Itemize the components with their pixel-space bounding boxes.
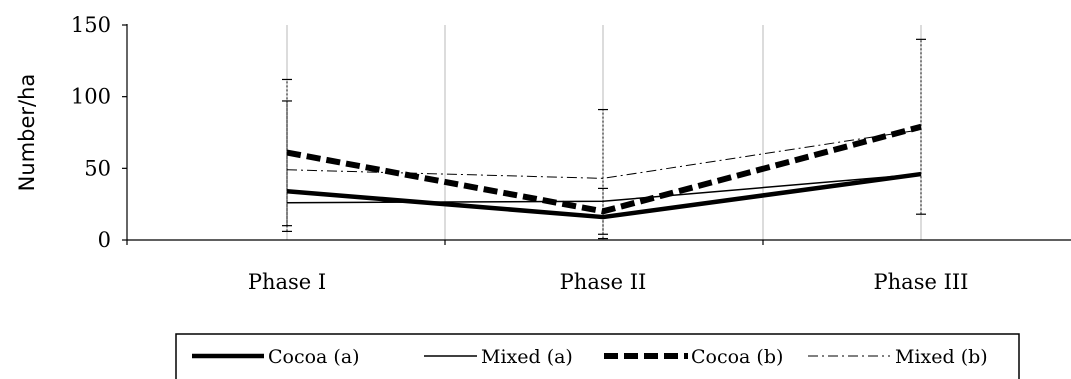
y-tick-label: 150 xyxy=(71,13,111,37)
legend-label: Mixed (b) xyxy=(895,346,988,368)
error-bar xyxy=(282,78,292,232)
legend-label: Cocoa (a) xyxy=(268,346,360,368)
legend: Cocoa (a) Mixed (a) Cocoa (b) Mixed (b) xyxy=(175,333,1020,379)
legend-item: Cocoa (a) xyxy=(192,346,360,368)
axes xyxy=(122,24,1071,245)
y-tick-label: 100 xyxy=(71,85,111,109)
legend-box xyxy=(175,333,1020,379)
series-line-1 xyxy=(286,171,922,220)
error-bar xyxy=(916,38,926,215)
series-lines xyxy=(286,123,922,220)
y-axis-title: Number/ha xyxy=(15,74,39,192)
y-tick-labels: 0 50 100 150 xyxy=(71,13,111,252)
series-line-4 xyxy=(286,129,922,179)
legend-item: Mixed (b) xyxy=(808,346,988,368)
series-line-2 xyxy=(286,173,922,204)
x-category-labels: Phase I Phase II Phase III xyxy=(248,270,969,294)
y-tick-label: 0 xyxy=(98,228,111,252)
legend-item: Cocoa (b) xyxy=(604,346,783,368)
grid-lines xyxy=(286,25,922,240)
error-bar xyxy=(598,187,608,235)
y-tick-label: 50 xyxy=(84,156,111,180)
x-category-label: Phase II xyxy=(560,270,647,294)
error-bar xyxy=(282,100,292,227)
legend-label: Mixed (a) xyxy=(481,346,573,368)
x-category-label: Phase III xyxy=(874,270,969,294)
x-category-label: Phase I xyxy=(248,270,326,294)
legend-item: Mixed (a) xyxy=(424,346,573,368)
legend-label: Cocoa (b) xyxy=(691,346,783,368)
